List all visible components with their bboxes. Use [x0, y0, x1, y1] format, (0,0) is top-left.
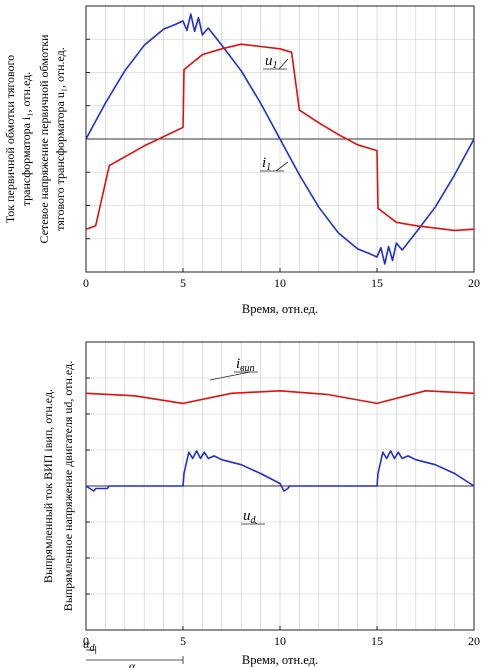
x-axis-label: Время, отн.ед.: [242, 653, 318, 667]
series-leader: [209, 371, 251, 381]
series-line-u1: [85, 13, 475, 265]
series-label-u1: u1: [265, 53, 278, 71]
angle-label: αd: [83, 637, 95, 654]
x-tick-label: 15: [371, 276, 383, 290]
series-label-iвип: iвип: [236, 356, 255, 374]
y-axis-label: Выпрямленное напряжение двигателя ud, от…: [61, 361, 75, 611]
series-line-ud: [85, 450, 475, 492]
series-leader: [275, 161, 289, 172]
angle-label: αp: [129, 659, 140, 668]
series-line-iвип: [85, 390, 475, 405]
y-axis-label: Выпрямленный ток ВИП iвип, отн.ед.: [41, 389, 55, 583]
x-tick-label: 0: [83, 276, 89, 290]
chart-bottom: 0 5 10 15 20 Время, отн.ед. Выпрямленный ток В…: [41, 341, 480, 668]
x-tick-label: 20: [468, 634, 480, 648]
x-tick-label: 15: [371, 634, 383, 648]
x-axis-label: Время, отн.ед.: [242, 302, 318, 316]
x-tick-label: 0: [83, 634, 89, 648]
y-axis-label: Ток первичной обмотки тягового: [3, 55, 17, 223]
x-tick-label: 5: [180, 276, 186, 290]
y-axis-label: тягового трансформатора u₁, отн.ед.: [53, 47, 67, 231]
x-tick-label: 5: [180, 634, 186, 648]
y-axis-label: Сетевое напряжение первичной обмотки: [37, 34, 51, 243]
x-tick-label: 20: [468, 276, 480, 290]
series-label-ud: ud: [243, 508, 257, 526]
chart-top: 0 5 10 15 20 Время, отн.ед. Ток первичной обмо…: [3, 5, 480, 316]
y-axis-label: трансформатора i₁, отн.ед.: [19, 72, 33, 206]
x-tick-label: 10: [274, 276, 286, 290]
series-leader: [278, 58, 289, 70]
series-line-i1: [85, 43, 475, 232]
series-label-i1: i1: [262, 155, 271, 173]
x-tick-label: 10: [274, 634, 286, 648]
